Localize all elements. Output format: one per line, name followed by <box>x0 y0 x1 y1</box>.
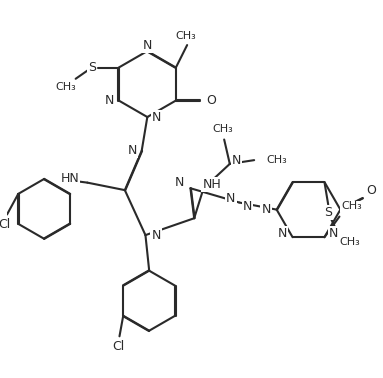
Text: CH₃: CH₃ <box>341 201 362 211</box>
Text: Cl: Cl <box>0 218 10 231</box>
Text: N: N <box>152 110 161 124</box>
Text: N: N <box>277 227 287 240</box>
Text: N: N <box>105 94 114 107</box>
Text: CH₃: CH₃ <box>213 124 233 135</box>
Text: N: N <box>226 192 236 205</box>
Text: O: O <box>366 184 376 197</box>
Text: N: N <box>329 227 339 240</box>
Text: S: S <box>88 61 96 74</box>
Text: N: N <box>262 203 271 216</box>
Text: S: S <box>324 206 332 219</box>
Text: N: N <box>243 200 252 213</box>
Text: CH₃: CH₃ <box>267 155 287 165</box>
Text: N: N <box>142 39 152 52</box>
Text: CH₃: CH₃ <box>175 31 196 41</box>
Text: N: N <box>232 153 241 167</box>
Text: N: N <box>128 144 137 157</box>
Text: CH₃: CH₃ <box>55 82 76 92</box>
Text: HN: HN <box>61 172 79 184</box>
Text: N: N <box>175 176 185 189</box>
Text: CH₃: CH₃ <box>339 237 360 247</box>
Text: N: N <box>151 229 160 242</box>
Text: NH: NH <box>203 178 221 191</box>
Text: O: O <box>206 94 216 107</box>
Text: Cl: Cl <box>113 340 125 353</box>
